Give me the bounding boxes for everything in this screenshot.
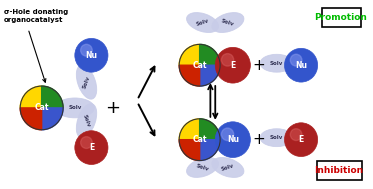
Circle shape [222,128,234,141]
Circle shape [285,48,318,82]
Text: Solv: Solv [195,18,210,27]
Ellipse shape [260,54,293,72]
Text: E: E [89,143,94,152]
Ellipse shape [186,12,219,33]
Ellipse shape [186,157,219,177]
Polygon shape [179,65,200,86]
Text: Solv: Solv [195,163,210,172]
Circle shape [75,131,108,164]
Text: +: + [105,99,120,117]
Polygon shape [179,44,200,65]
Text: Solv: Solv [82,114,91,128]
Text: +: + [253,132,266,147]
Text: Inhibition: Inhibition [314,166,364,175]
Ellipse shape [76,104,97,138]
Polygon shape [200,140,220,160]
Text: E: E [230,61,235,70]
Polygon shape [42,86,63,108]
Circle shape [285,123,318,156]
Circle shape [215,122,250,158]
Text: Cat: Cat [34,103,49,112]
Text: Solv: Solv [270,135,283,140]
Text: Cat: Cat [192,135,207,144]
Circle shape [75,38,108,72]
Text: Solv: Solv [68,105,82,110]
Text: Solv: Solv [221,18,235,27]
Text: Nu: Nu [227,135,239,144]
Circle shape [215,47,250,83]
Text: E: E [298,135,304,144]
Polygon shape [179,119,200,140]
Circle shape [290,54,302,66]
Ellipse shape [212,12,244,33]
FancyBboxPatch shape [317,160,361,180]
Polygon shape [42,108,63,130]
Text: Solv: Solv [221,163,235,172]
FancyBboxPatch shape [322,8,361,27]
Polygon shape [200,44,220,65]
Text: Nu: Nu [295,61,307,70]
Ellipse shape [260,129,293,147]
Circle shape [222,54,234,66]
Polygon shape [179,140,200,160]
Ellipse shape [76,65,97,99]
Circle shape [290,129,302,140]
Ellipse shape [212,157,244,177]
Polygon shape [20,108,42,130]
Polygon shape [200,119,220,140]
Ellipse shape [55,98,94,118]
Circle shape [81,137,92,148]
Text: Solv: Solv [82,75,91,89]
Text: +: + [253,58,266,73]
Polygon shape [200,65,220,86]
Polygon shape [20,86,42,108]
Text: Cat: Cat [192,61,207,70]
Text: Promotion: Promotion [314,13,367,22]
Text: Solv: Solv [270,61,283,66]
Circle shape [81,44,92,56]
Text: Nu: Nu [85,51,97,60]
Text: σ-Hole donating
organocatalyst: σ-Hole donating organocatalyst [4,9,68,23]
